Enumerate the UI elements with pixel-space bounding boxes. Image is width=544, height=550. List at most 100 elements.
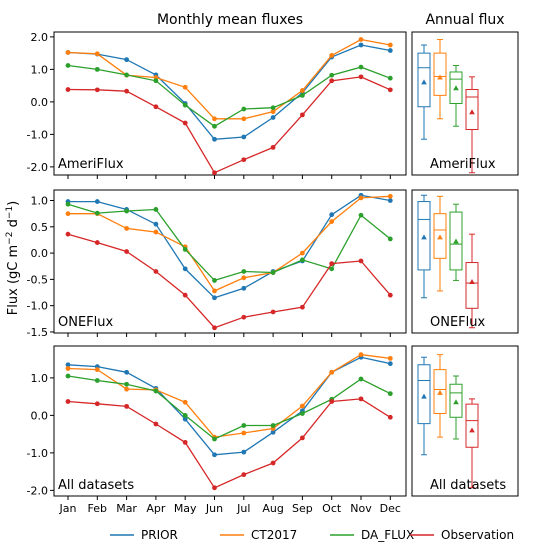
data-point-prior <box>358 42 364 48</box>
data-point-prior <box>270 115 276 120</box>
box-mean-marker <box>437 234 443 240</box>
y-axis-label-mid: d <box>6 219 21 231</box>
data-point-observation <box>300 435 305 441</box>
data-point-prior <box>270 429 276 435</box>
box-body <box>433 52 447 96</box>
data-point-observation <box>65 87 71 92</box>
panel-label: All datasets <box>58 478 134 493</box>
data-point-observation <box>94 401 100 407</box>
data-point-da_flux <box>241 106 247 112</box>
annual-panel-label: AmeriFlux <box>430 157 496 172</box>
x-tick-label-feb: Feb <box>88 502 107 515</box>
annual-axes-frame <box>411 31 519 176</box>
legend-label: CT2017 <box>251 528 297 542</box>
data-point-observation <box>358 74 364 80</box>
data-point-da_flux <box>182 102 188 108</box>
data-point-observation <box>182 292 188 298</box>
data-point-da_flux <box>358 64 364 70</box>
data-point-prior <box>241 134 247 140</box>
box-body <box>417 364 431 425</box>
data-point-observation <box>270 144 276 150</box>
box-mean-marker <box>453 85 459 91</box>
data-point-prior <box>241 449 247 455</box>
data-point-ct2017 <box>358 195 364 201</box>
data-point-da_flux <box>94 378 100 383</box>
data-point-observation <box>124 403 129 409</box>
box-body <box>433 369 447 414</box>
box-body <box>417 52 431 108</box>
data-point-observation <box>182 439 188 445</box>
annual-panel-label: All datasets <box>430 478 506 493</box>
legend-label: DA_FLUX <box>361 528 414 542</box>
panel-2: -1.5 -1.0 -0.5 0.0 0.5 1.0 ONEFlux ONEFlux <box>27 189 519 339</box>
data-point-ct2017 <box>329 53 335 58</box>
data-point-da_flux <box>124 72 129 78</box>
data-point-ct2017 <box>153 229 159 235</box>
data-point-ct2017 <box>65 211 71 217</box>
data-point-da_flux <box>182 412 188 418</box>
data-point-ct2017 <box>124 225 129 231</box>
box-mean-marker <box>421 234 427 240</box>
data-point-da_flux <box>212 123 217 129</box>
x-tick-label-may: May <box>174 502 197 515</box>
legend-item-ct2017: CT2017 <box>220 528 297 542</box>
data-point-da_flux <box>153 388 159 394</box>
series-line-da_flux <box>67 375 391 440</box>
data-point-observation <box>329 399 335 404</box>
x-tick-label-aug: Aug <box>262 502 283 515</box>
data-point-da_flux <box>358 212 364 218</box>
y-tick-label: 1.0 <box>31 195 49 208</box>
data-point-observation <box>270 309 276 315</box>
x-tick-label-apr: Apr <box>146 502 166 515</box>
legend-item-prior: PRIOR <box>110 528 178 542</box>
data-point-da_flux <box>270 423 276 428</box>
y-tick-label: -1.0 <box>27 128 48 141</box>
box-body <box>449 383 463 418</box>
annual-axes-frame <box>411 345 519 497</box>
box-ct2017 <box>433 38 447 120</box>
data-point-da_flux <box>124 381 129 387</box>
legend-label: Observation <box>441 528 514 542</box>
data-point-observation <box>94 240 100 245</box>
data-point-da_flux <box>124 208 129 214</box>
y-tick-label: -2.0 <box>27 484 48 497</box>
data-point-observation <box>124 88 129 94</box>
data-point-observation <box>387 292 393 298</box>
data-point-ct2017 <box>241 430 247 436</box>
box-body <box>449 71 463 104</box>
data-point-observation <box>300 304 305 310</box>
y-tick-label: -2.0 <box>27 161 48 174</box>
x-tick-label-sep: Sep <box>292 502 313 515</box>
data-point-ct2017 <box>387 193 393 199</box>
data-point-da_flux <box>270 105 276 111</box>
data-point-prior <box>182 416 188 422</box>
data-point-prior <box>182 266 188 272</box>
box-prior <box>417 44 431 140</box>
data-point-prior <box>124 369 129 375</box>
data-point-ct2017 <box>212 288 217 294</box>
data-point-observation <box>94 87 100 93</box>
series-line-ct2017 <box>68 195 391 292</box>
box-ct2017 <box>433 354 447 438</box>
box-body <box>465 89 479 130</box>
y-tick-label: 1.0 <box>31 63 49 76</box>
box-da_flux <box>449 64 463 127</box>
y-axis-label-sup2: −1 <box>5 206 15 219</box>
data-point-ct2017 <box>300 88 305 93</box>
box-body <box>433 213 447 259</box>
data-point-da_flux <box>212 436 217 442</box>
data-point-observation <box>300 112 305 118</box>
series-line-prior <box>68 194 391 299</box>
data-point-da_flux <box>94 66 100 72</box>
data-point-observation <box>270 460 276 466</box>
y-axis-label: Flux (gC m−2 d−1) <box>5 201 21 315</box>
box-ct2017 <box>433 195 447 292</box>
y-tick-label: 1.0 <box>31 372 49 385</box>
data-point-ct2017 <box>300 250 305 256</box>
y-tick-label: 0.0 <box>31 409 49 422</box>
box-da_flux <box>449 375 463 440</box>
data-point-observation <box>124 249 129 254</box>
y-axis-label-end: ) <box>6 201 21 206</box>
